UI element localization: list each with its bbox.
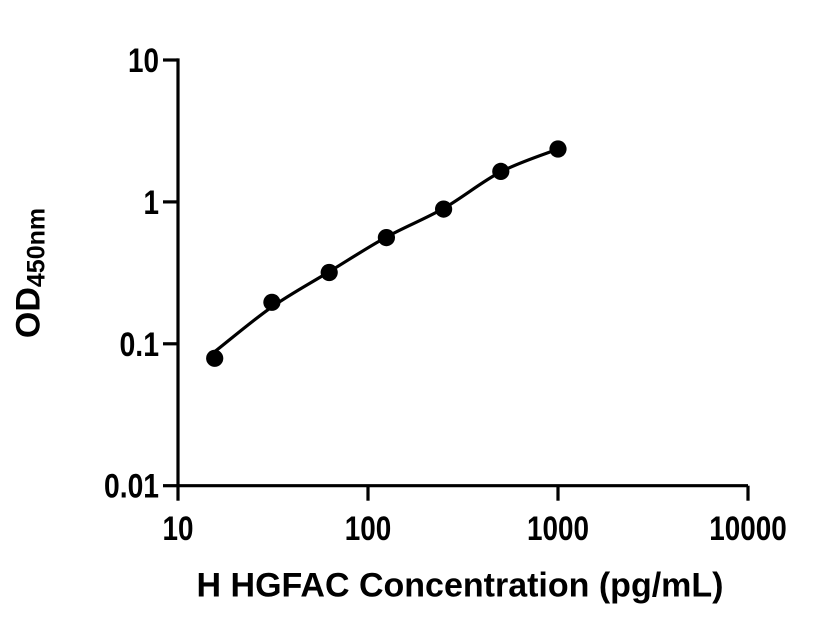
- y-axis-title-main: OD: [9, 287, 48, 339]
- data-point-125: [377, 229, 395, 247]
- y-axis-title-subscript: 450nm: [22, 207, 51, 288]
- y-tick-label-0.1: 0.1: [120, 326, 160, 364]
- data-point-15.6: [206, 349, 224, 367]
- y-tick-label-1: 1: [144, 184, 160, 222]
- y-axis-title: OD450nm: [9, 207, 51, 339]
- x-axis-title: H HGFAC Concentration (pg/mL): [196, 566, 724, 605]
- y-tick-label-0.01: 0.01: [104, 468, 159, 506]
- fit-curve: [206, 147, 560, 358]
- axis-spine: [176, 58, 748, 488]
- y-tick-label-10: 10: [128, 42, 159, 80]
- x-tick-label-100: 100: [345, 510, 392, 548]
- x-tick-label-10000: 10000: [709, 510, 787, 548]
- data-point-1000: [549, 140, 567, 158]
- x-tick-label-1000: 1000: [527, 510, 589, 548]
- x-tick-label-10: 10: [163, 510, 194, 548]
- data-point-62.5: [320, 263, 338, 282]
- data-point-31.2: [263, 293, 281, 311]
- data-point-500: [492, 162, 510, 180]
- data-point-250: [435, 200, 453, 218]
